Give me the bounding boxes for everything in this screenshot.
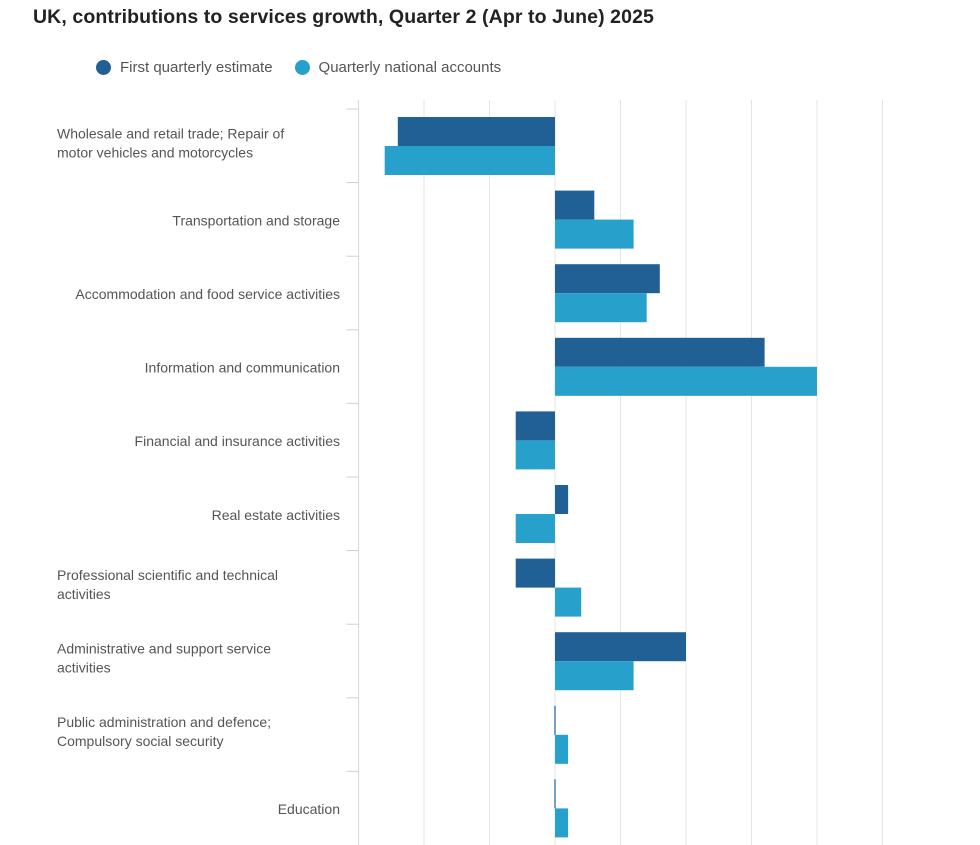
gridlines (423, 100, 883, 845)
bar-national-accounts[interactable] (555, 366, 817, 396)
bar-first-estimate[interactable] (397, 117, 555, 146)
legend-swatch-national-accounts (294, 60, 310, 75)
bar-first-estimate[interactable] (555, 485, 569, 514)
bar-national-accounts[interactable] (555, 808, 569, 838)
legend: First quarterly estimate Quarterly natio… (96, 59, 523, 76)
category-label: Education (278, 801, 340, 817)
category-label: Administrative and support service (57, 641, 271, 657)
bar-first-estimate[interactable] (554, 705, 556, 735)
legend-swatch-first-estimate (96, 60, 111, 75)
bar-first-estimate[interactable] (555, 190, 595, 220)
bar-national-accounts[interactable] (555, 219, 634, 249)
category-label: activities (57, 660, 111, 676)
legend-label-national-accounts: Quarterly national accounts (318, 59, 502, 76)
category-label: Accommodation and food service activitie… (75, 286, 340, 302)
bar-national-accounts[interactable] (515, 514, 555, 543)
legend-item-first-estimate[interactable]: First quarterly estimate (96, 59, 273, 76)
bar-national-accounts[interactable] (555, 293, 647, 323)
category-label: Compulsory social security (57, 733, 224, 749)
bar-first-estimate[interactable] (554, 779, 556, 809)
category-label: motor vehicles and motorcycles (57, 144, 253, 160)
chart-title: UK, contributions to services growth, Qu… (33, 6, 654, 28)
category-label: Wholesale and retail trade; Repair of (57, 125, 284, 141)
legend-item-national-accounts[interactable]: Quarterly national accounts (294, 59, 502, 76)
y-axis (346, 100, 360, 845)
bar-first-estimate[interactable] (555, 337, 765, 367)
bar-first-estimate[interactable] (515, 558, 555, 588)
category-label: Professional scientific and technical (57, 567, 278, 583)
bar-first-estimate[interactable] (515, 411, 555, 441)
bars (384, 117, 817, 838)
bar-national-accounts[interactable] (555, 587, 582, 617)
bar-national-accounts[interactable] (555, 661, 634, 691)
category-label: Financial and insurance activities (135, 433, 340, 449)
category-label: Real estate activities (212, 507, 340, 523)
bar-national-accounts[interactable] (384, 146, 555, 175)
category-labels: Wholesale and retail trade; Repair of mot… (57, 125, 340, 817)
category-label: activities (57, 586, 111, 602)
category-label: Information and communication (145, 360, 340, 376)
bar-first-estimate[interactable] (555, 632, 686, 662)
bar-national-accounts[interactable] (555, 734, 569, 764)
bar-first-estimate[interactable] (555, 264, 660, 294)
legend-label-first-estimate: First quarterly estimate (120, 59, 273, 76)
category-label: Public administration and defence; (57, 714, 271, 730)
category-label: Transportation and storage (172, 212, 340, 228)
bar-national-accounts[interactable] (515, 440, 555, 470)
